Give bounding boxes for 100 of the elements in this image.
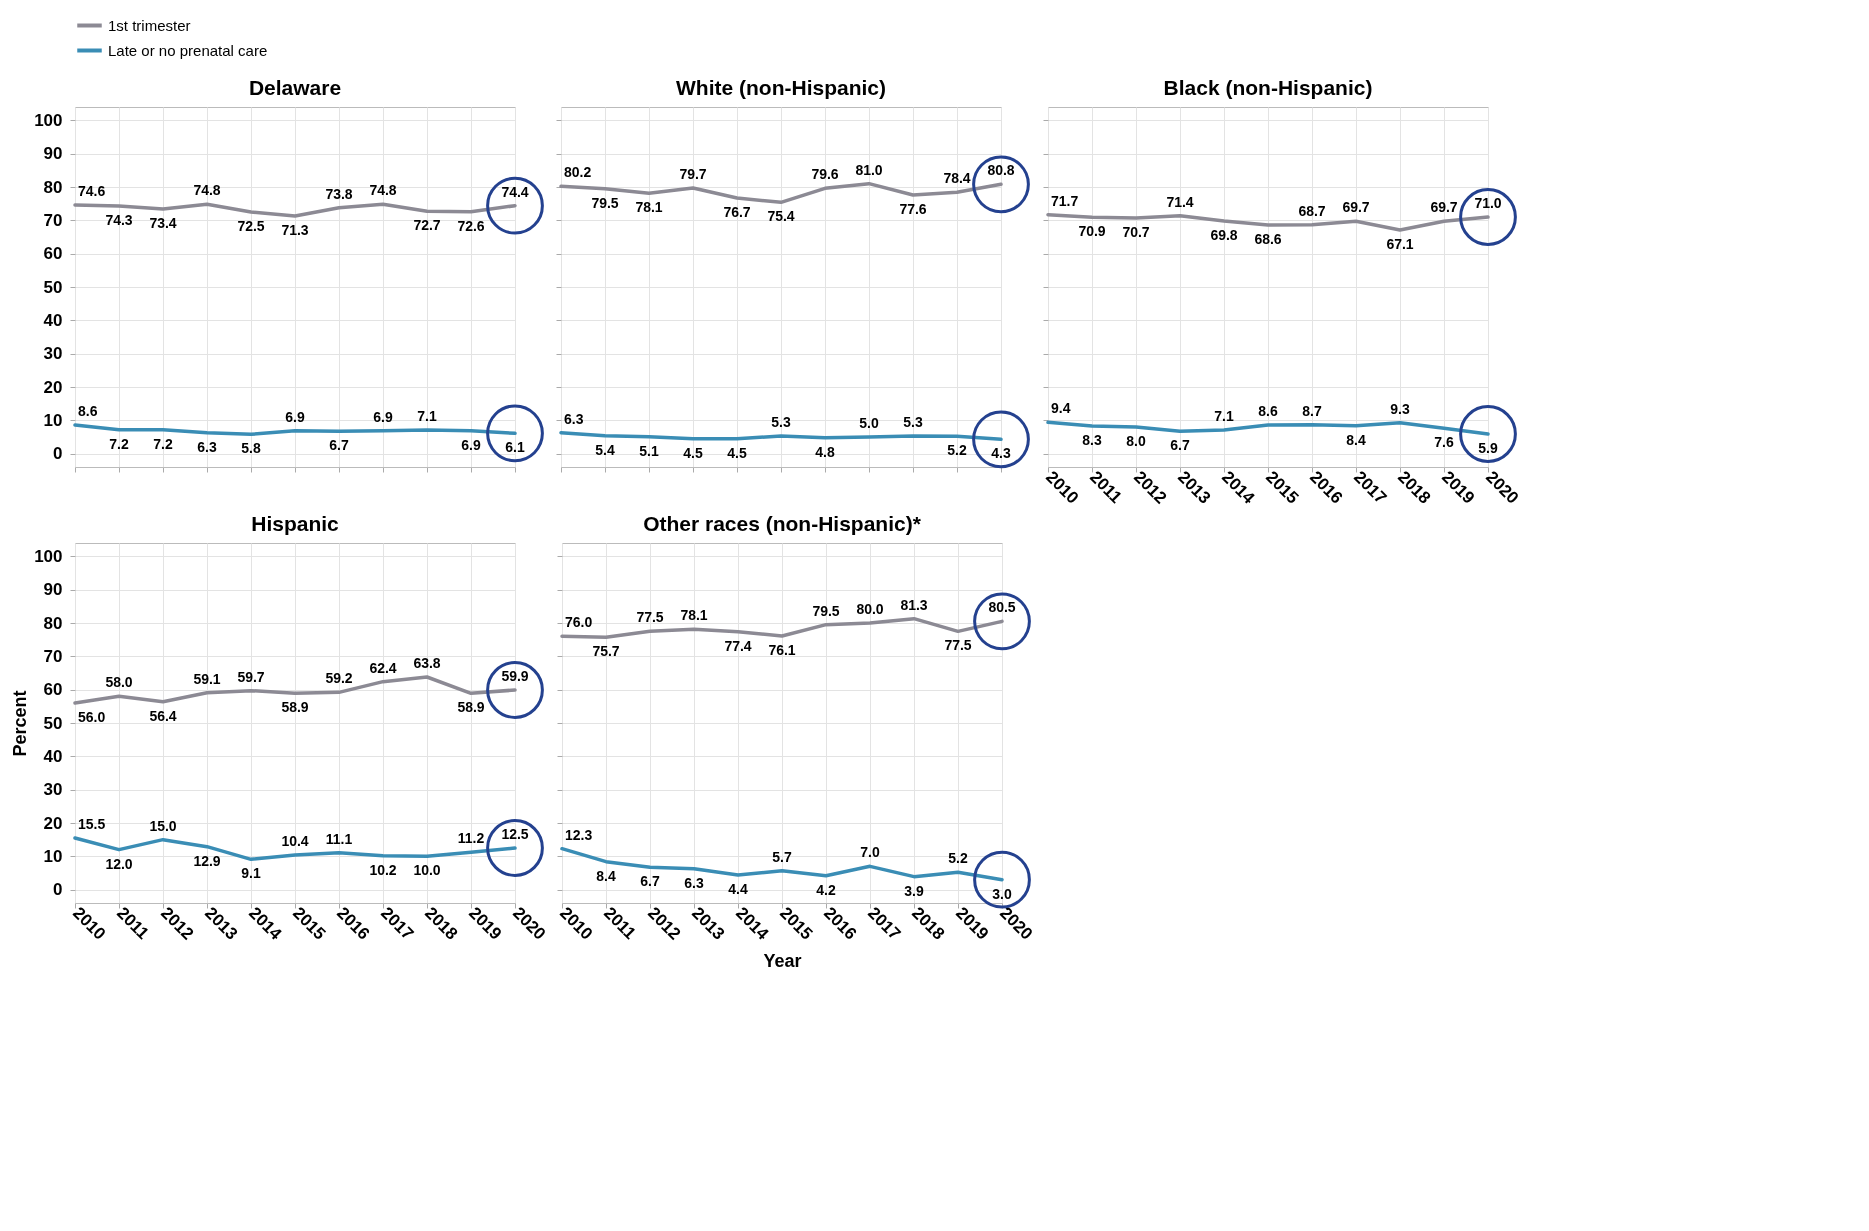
data-label: 69.7	[1430, 199, 1458, 216]
y-tick-label: 70	[43, 210, 63, 230]
data-label: 4.5	[683, 444, 703, 461]
data-label: 56.4	[149, 707, 177, 724]
y-tick-label: 90	[43, 580, 63, 600]
data-label: 8.3	[1082, 432, 1102, 448]
data-label: 76.7	[723, 204, 751, 220]
data-label: 5.4	[595, 441, 615, 458]
data-label: 58.9	[281, 699, 309, 716]
data-label: 10.4	[281, 833, 309, 849]
y-tick-label: 0	[53, 880, 63, 900]
data-label: 12.3	[565, 826, 593, 843]
data-label: 4.4	[728, 881, 748, 897]
data-label: 4.5	[727, 444, 747, 461]
data-label: 11.1	[325, 830, 353, 847]
data-label: 5.9	[1478, 440, 1498, 456]
data-label: 11.2	[457, 830, 485, 847]
y-tick-label: 10	[43, 410, 63, 430]
chart-title: Other races (non-Hispanic)*	[643, 512, 922, 535]
data-label: 76.0	[565, 614, 593, 631]
data-label: 3.9	[904, 882, 924, 899]
data-label: 4.2	[816, 881, 836, 898]
data-label: 69.8	[1210, 227, 1238, 243]
data-label: 8.4	[1346, 431, 1366, 448]
data-label: 58.9	[457, 699, 485, 716]
data-label: 78.1	[635, 199, 663, 216]
data-label: 4.3	[991, 445, 1011, 462]
y-tick-label: 30	[43, 344, 63, 364]
y-tick-label: 20	[43, 813, 63, 833]
data-label: 8.6	[1258, 403, 1278, 419]
data-label: 77.4	[724, 637, 752, 654]
y-tick-label: 40	[43, 746, 63, 766]
data-label: 8.4	[596, 867, 616, 884]
y-tick-label: 90	[43, 144, 63, 164]
data-label: 80.0	[856, 601, 884, 617]
data-label: 6.7	[1170, 437, 1190, 454]
data-label: 70.7	[1122, 224, 1150, 240]
y-tick-label: 40	[43, 310, 63, 330]
data-label: 56.0	[78, 709, 106, 725]
data-label: 9.1	[241, 865, 261, 882]
data-label: 69.7	[1342, 199, 1370, 216]
data-label: 7.1	[417, 408, 437, 424]
data-label: 5.3	[903, 414, 923, 430]
data-label: 5.8	[241, 440, 261, 457]
data-label: 77.6	[899, 201, 927, 217]
data-label: 15.5	[78, 816, 106, 832]
data-label: 8.0	[1126, 433, 1146, 449]
data-label: 67.1	[1386, 236, 1414, 252]
data-label: 59.7	[237, 668, 265, 685]
data-label: 77.5	[636, 609, 664, 626]
data-label: 74.4	[501, 183, 529, 200]
y-tick-label: 50	[43, 277, 63, 297]
data-label: 12.0	[105, 855, 133, 872]
data-label: 7.2	[153, 435, 173, 452]
data-label: 76.1	[768, 642, 796, 658]
data-label: 74.6	[78, 183, 106, 199]
chart-title: Delaware	[248, 76, 342, 99]
data-label: 81.3	[900, 596, 928, 613]
y-tick-label: 0	[53, 444, 63, 464]
data-label: 72.6	[457, 217, 485, 234]
data-label: 77.5	[944, 637, 972, 654]
data-label: 6.3	[197, 438, 217, 455]
data-label: 6.9	[461, 436, 481, 453]
chart-title: Black (non-Hispanic)	[1163, 76, 1373, 99]
y-tick-label: 50	[43, 713, 63, 733]
data-label: 58.0	[105, 674, 133, 691]
data-label: 74.8	[369, 182, 397, 199]
data-label: 63.8	[413, 655, 441, 671]
y-tick-label: 10	[43, 846, 63, 866]
data-label: 70.9	[1078, 223, 1106, 240]
data-label: 10.0	[413, 862, 441, 879]
data-label: 59.9	[501, 668, 529, 684]
data-label: 72.5	[237, 218, 265, 234]
data-label: 59.2	[325, 670, 353, 687]
data-label: 71.4	[1166, 193, 1194, 210]
data-label: 5.1	[639, 442, 659, 459]
data-label: 68.6	[1254, 231, 1282, 247]
data-label: 73.8	[325, 185, 353, 202]
data-label: 3.0	[992, 885, 1012, 902]
data-label: 6.1	[505, 439, 525, 456]
data-label: 74.3	[105, 212, 133, 228]
data-label: 71.0	[1474, 195, 1502, 211]
data-label: 6.9	[285, 408, 305, 425]
data-label: 78.4	[943, 170, 971, 187]
data-label: 4.8	[815, 443, 835, 460]
data-label: 12.5	[501, 826, 529, 842]
data-label: 62.4	[369, 659, 397, 676]
data-label: 7.6	[1434, 434, 1454, 451]
data-label: 73.4	[149, 215, 177, 231]
data-label: 5.2	[948, 850, 968, 867]
data-label: 6.3	[564, 410, 584, 427]
data-label: 7.1	[1214, 408, 1234, 424]
data-label: 74.8	[193, 182, 221, 199]
data-label: 10.2	[369, 861, 397, 878]
data-label: 6.7	[640, 873, 660, 890]
y-axis-title: Percent	[10, 690, 31, 757]
y-tick-label: 80	[43, 613, 63, 633]
y-tick-label: 20	[43, 377, 63, 397]
data-label: 80.2	[564, 164, 592, 181]
data-label: 71.3	[281, 222, 309, 238]
